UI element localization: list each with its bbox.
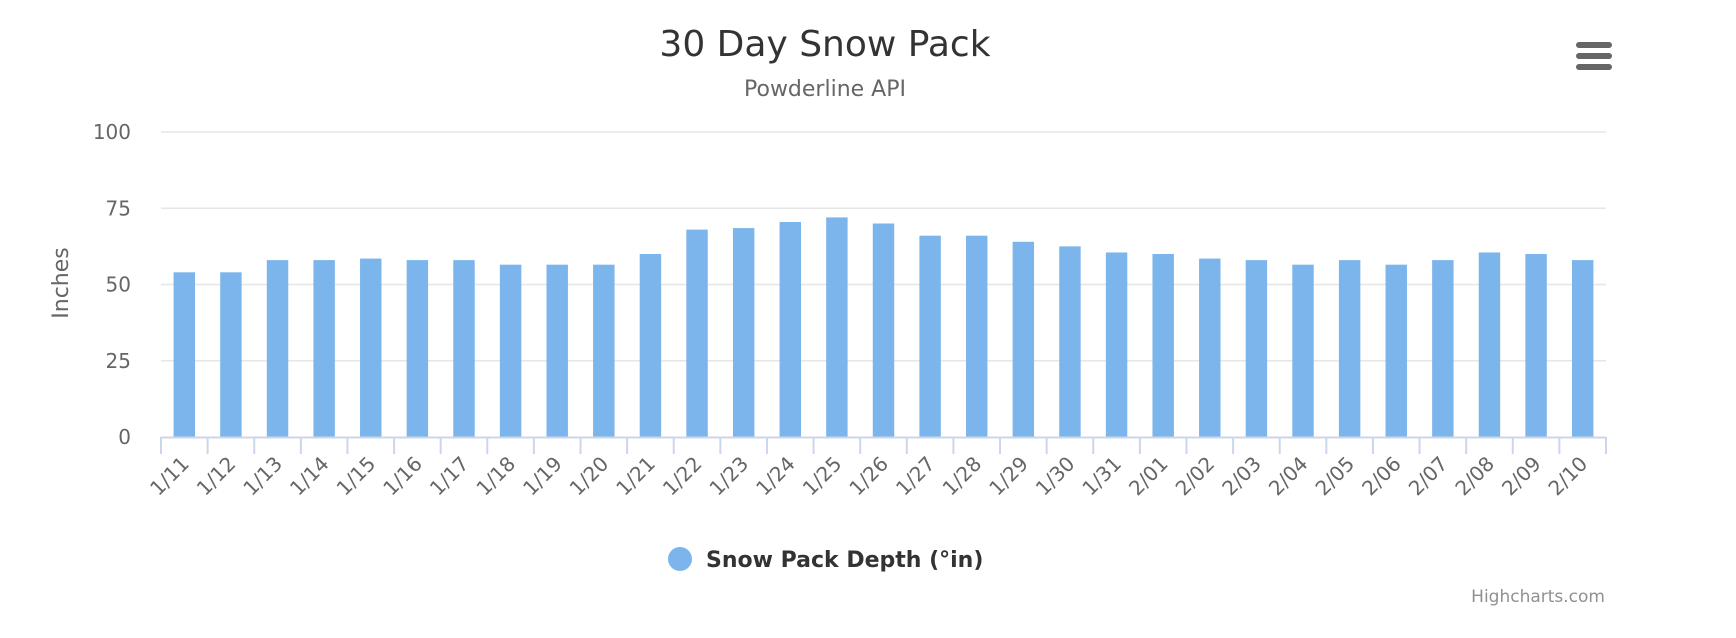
bar <box>1432 260 1454 437</box>
chart-subtitle: Powderline API <box>744 77 906 102</box>
bar <box>593 264 615 437</box>
bar <box>1012 241 1035 437</box>
legend-label: Snow Pack Depth (°in) <box>706 548 983 573</box>
bar <box>1525 254 1547 437</box>
y-tick-label: 100 <box>93 120 131 144</box>
bar <box>1059 246 1081 437</box>
bar <box>1385 264 1407 437</box>
bar <box>686 229 708 437</box>
bar <box>1245 260 1268 437</box>
bar <box>1571 260 1594 437</box>
bar <box>546 264 568 437</box>
bar <box>919 235 941 437</box>
y-tick-label: 25 <box>106 349 131 373</box>
y-tick-label: 75 <box>106 196 131 220</box>
y-tick-label: 50 <box>106 273 131 297</box>
bar <box>732 228 755 437</box>
bar <box>1152 254 1174 437</box>
bar <box>266 260 289 437</box>
y-axis-ticks: 0 25 50 75 100 <box>93 120 131 449</box>
bar <box>406 260 429 437</box>
y-tick-label: 0 <box>118 425 131 449</box>
bar <box>1478 252 1501 437</box>
bar <box>1292 264 1314 437</box>
bar <box>360 258 382 437</box>
bar <box>173 272 196 437</box>
legend-symbol <box>668 547 692 571</box>
bar <box>966 235 988 437</box>
bars <box>173 217 1594 437</box>
bar <box>872 223 895 437</box>
chart-title: 30 Day Snow Pack <box>659 24 990 65</box>
y-axis-title: Inches <box>49 247 74 318</box>
bar <box>779 221 801 437</box>
bar <box>639 254 662 437</box>
x-axis <box>160 436 1607 454</box>
bar <box>1105 252 1128 437</box>
bar <box>453 260 475 437</box>
bar <box>499 264 522 437</box>
hamburger-menu-icon[interactable] <box>1570 38 1620 74</box>
bar <box>1199 258 1221 437</box>
credits-link[interactable]: Highcharts.com <box>1471 587 1605 607</box>
bar <box>220 272 242 437</box>
bar <box>313 260 335 437</box>
bar <box>1338 260 1361 437</box>
legend-item[interactable]: Snow Pack Depth (°in) <box>668 547 983 573</box>
bar <box>826 217 848 437</box>
